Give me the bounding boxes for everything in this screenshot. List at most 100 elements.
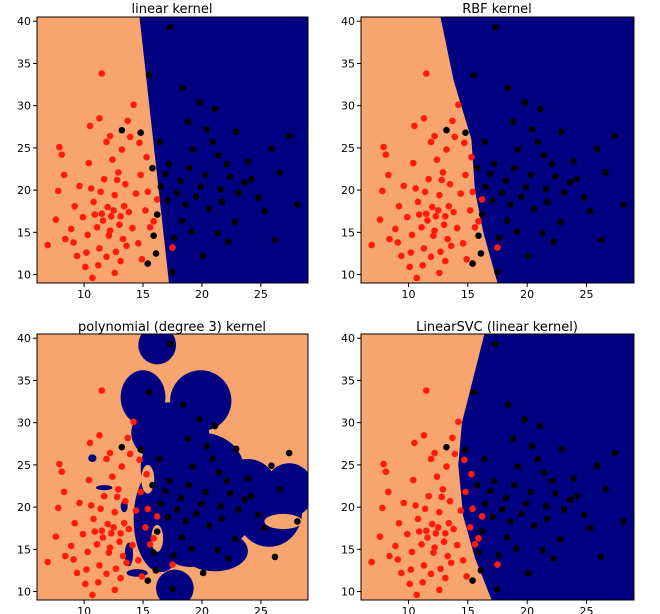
data-point-class0 xyxy=(431,449,438,457)
data-point-class1 xyxy=(528,443,536,450)
data-point-class0 xyxy=(422,70,430,77)
data-point-class1 xyxy=(241,496,248,503)
data-point-class0 xyxy=(146,223,154,231)
data-point-class1 xyxy=(477,567,485,574)
data-point-class0 xyxy=(111,586,119,594)
data-point-class1 xyxy=(202,488,209,496)
data-point-class0 xyxy=(70,556,77,563)
data-point-class1 xyxy=(489,513,497,521)
data-point-class1 xyxy=(487,170,494,178)
data-point-class0 xyxy=(440,538,448,546)
data-point-class1 xyxy=(517,193,525,201)
data-point-class1 xyxy=(162,487,169,495)
data-point-class1 xyxy=(276,486,284,493)
data-point-class0 xyxy=(44,558,51,566)
data-point-class1 xyxy=(552,490,559,497)
data-point-class1 xyxy=(153,528,161,535)
data-point-class0 xyxy=(105,549,113,557)
data-point-class1 xyxy=(235,189,242,196)
data-point-class0 xyxy=(104,203,111,211)
data-point-class0 xyxy=(61,235,69,243)
data-point-class0 xyxy=(469,505,476,513)
data-point-class1 xyxy=(192,510,200,518)
data-point-class1 xyxy=(178,534,186,541)
data-point-class1 xyxy=(586,207,594,215)
data-point-class0 xyxy=(466,524,474,531)
data-point-class1 xyxy=(478,528,486,535)
data-point-class0 xyxy=(421,188,429,196)
data-point-class1 xyxy=(544,515,551,523)
data-point-class1 xyxy=(156,455,163,463)
data-point-class0 xyxy=(143,470,150,478)
data-point-class0 xyxy=(132,507,140,514)
data-point-class1 xyxy=(495,551,502,559)
data-point-class0 xyxy=(446,180,454,188)
data-point-class1 xyxy=(184,118,192,126)
data-point-class0 xyxy=(100,492,108,500)
data-point-class0 xyxy=(123,559,130,567)
data-point-class1 xyxy=(510,164,518,172)
data-point-class0 xyxy=(142,207,149,214)
data-point-class0 xyxy=(116,538,123,546)
data-point-class0 xyxy=(137,488,144,496)
data-point-class0 xyxy=(400,499,408,507)
chart-title: RBF kernel xyxy=(462,2,532,17)
y-tick-label: 35 xyxy=(17,374,31,387)
data-point-class1 xyxy=(215,152,222,159)
data-point-class0 xyxy=(450,208,457,216)
data-point-class1 xyxy=(149,481,156,489)
x-tick-label: 25 xyxy=(580,288,594,301)
data-point-class1 xyxy=(570,475,577,482)
data-point-class0 xyxy=(115,169,122,176)
data-point-class0 xyxy=(432,529,440,537)
data-point-class0 xyxy=(60,171,68,179)
data-point-class1 xyxy=(502,494,510,502)
data-point-class0 xyxy=(441,212,449,220)
data-point-class0 xyxy=(394,239,402,246)
data-point-class1 xyxy=(226,173,234,180)
data-point-class0 xyxy=(409,159,417,167)
data-point-class0 xyxy=(93,540,101,548)
data-point-class0 xyxy=(392,225,399,233)
x-tick-label: 15 xyxy=(461,605,475,614)
data-point-class1 xyxy=(558,445,565,453)
data-point-class0 xyxy=(126,133,134,141)
data-point-class0 xyxy=(90,515,97,523)
data-point-class0 xyxy=(117,529,124,537)
data-point-class0 xyxy=(419,261,427,269)
data-point-class0 xyxy=(98,70,106,77)
y-tick-label: 40 xyxy=(17,332,31,345)
y-tick-label: 35 xyxy=(341,57,355,70)
data-point-class1 xyxy=(525,569,532,577)
data-point-class0 xyxy=(382,151,390,158)
data-point-class1 xyxy=(179,84,187,92)
data-point-class0 xyxy=(83,249,90,256)
data-point-class0 xyxy=(67,225,75,233)
panel-rbf-kernel: RBF kernel 10 15 20 25 10 15 20 25 30 35 40 xyxy=(341,2,635,301)
data-point-class1 xyxy=(620,201,627,208)
data-point-class1 xyxy=(196,415,203,423)
decision-region-class1 xyxy=(156,569,194,600)
data-point-class1 xyxy=(255,194,262,202)
data-point-class0 xyxy=(424,534,431,541)
data-point-class1 xyxy=(549,238,557,245)
chart-title: polynomial (degree 3) kernel xyxy=(78,320,266,335)
plot-area xyxy=(37,334,308,600)
data-point-class1 xyxy=(504,84,512,92)
data-point-class0 xyxy=(439,169,447,176)
data-point-class0 xyxy=(89,274,96,282)
data-point-class0 xyxy=(445,202,453,210)
data-point-class1 xyxy=(217,185,225,193)
data-point-class0 xyxy=(494,244,501,251)
data-point-class0 xyxy=(446,497,454,505)
data-point-class0 xyxy=(98,387,106,394)
data-point-class1 xyxy=(170,234,177,242)
data-point-class0 xyxy=(83,566,90,573)
data-point-class0 xyxy=(130,418,137,426)
y-tick-label: 15 xyxy=(341,226,355,239)
data-point-class1 xyxy=(507,518,514,525)
data-point-class1 xyxy=(205,522,213,529)
data-point-class0 xyxy=(97,188,104,196)
data-point-class1 xyxy=(209,138,216,146)
